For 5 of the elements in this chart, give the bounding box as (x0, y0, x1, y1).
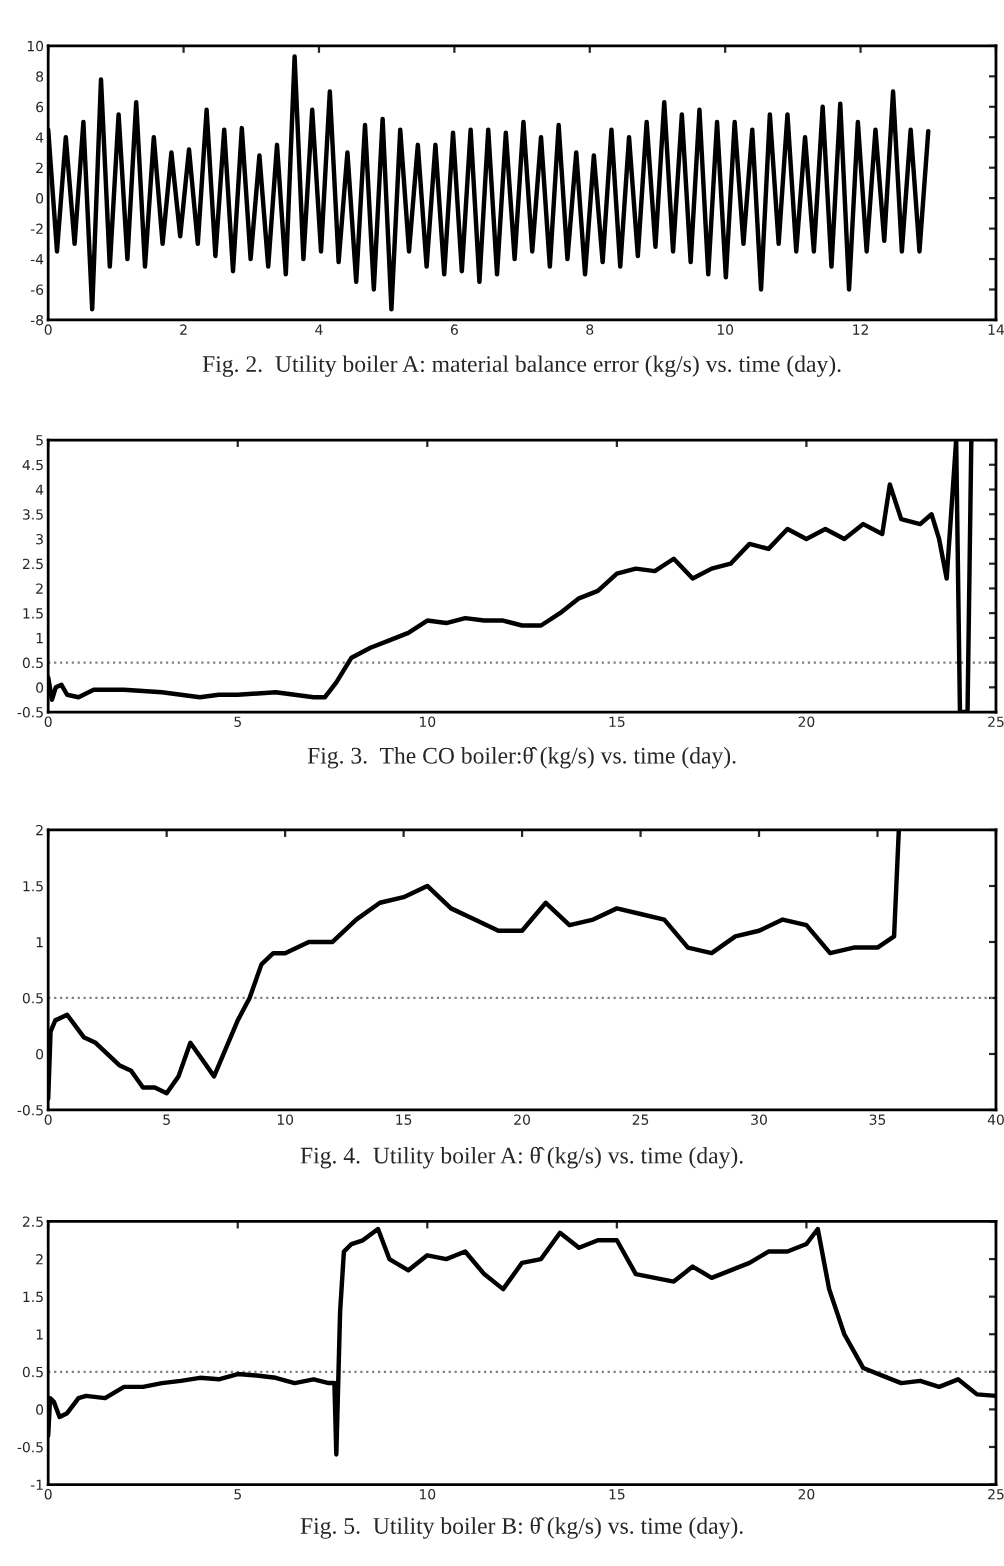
text: Fig. 4. Utility boiler A: θ̂ (kg/s) vs. time (day). (300, 1146, 743, 1169)
line-series (48, 54, 931, 312)
text: Fig. 2. Utility boiler A: material balance error (kg/s) vs. time (day). (202, 355, 841, 377)
text: Fig. 5. Utility boiler B: θ̂ (kg/s) vs. time (day). (300, 1517, 743, 1539)
text: Fig. 3. The CO boiler:θ̂ (kg/s) vs. time (day). (307, 746, 736, 769)
